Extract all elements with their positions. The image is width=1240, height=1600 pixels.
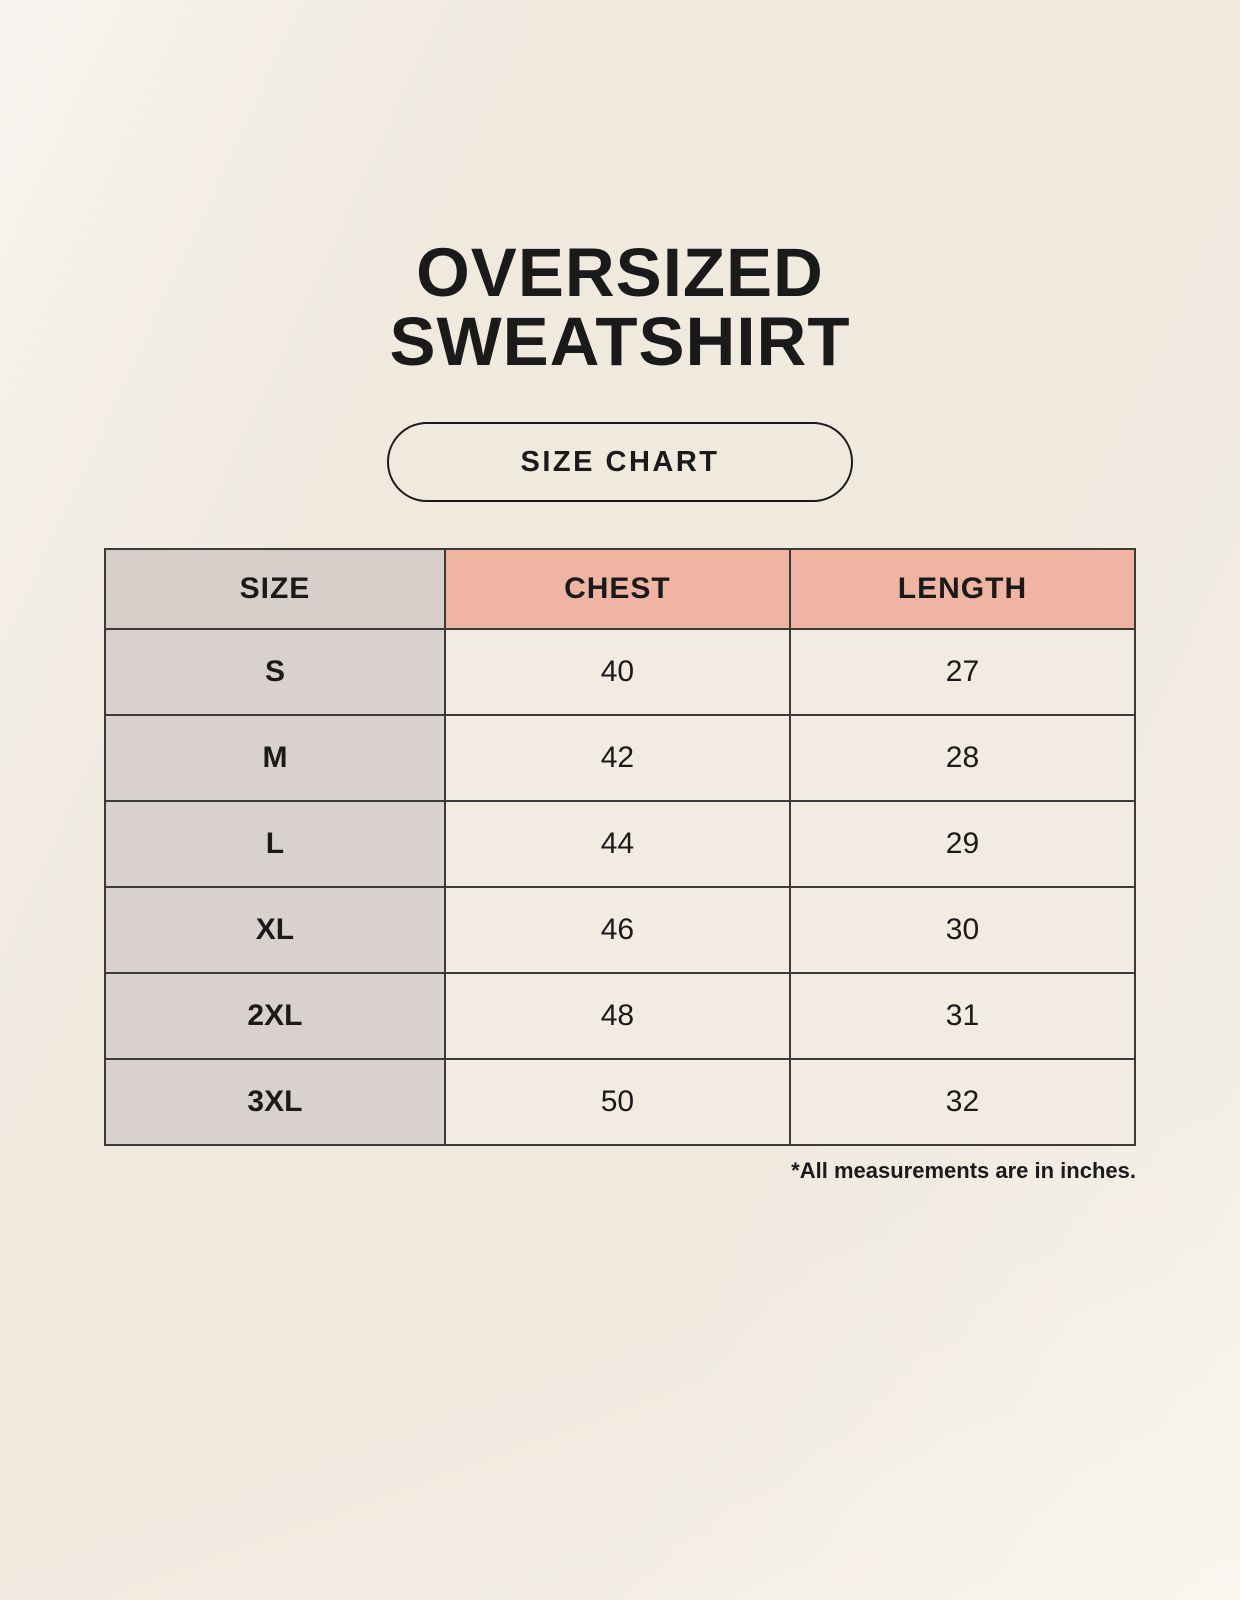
chest-cell: 50 xyxy=(443,1058,791,1146)
chest-cell: 42 xyxy=(443,714,791,802)
length-cell: 29 xyxy=(788,800,1137,888)
size-chart-table-container: SIZE CHEST LENGTH S 40 27 M 42 28 L xyxy=(104,548,1137,1146)
measurements-footnote: *All measurements are in inches. xyxy=(791,1158,1136,1183)
size-chart-badge: SIZE CHART xyxy=(387,422,853,502)
col-header-size: SIZE xyxy=(104,548,446,630)
table-row: 2XL 48 31 xyxy=(104,972,1137,1060)
length-cell: 27 xyxy=(788,628,1137,716)
size-chart-table: SIZE CHEST LENGTH S 40 27 M 42 28 L xyxy=(104,548,1137,1146)
page-title: OVERSIZED SWEATSHIRT xyxy=(0,238,1240,376)
length-cell: 31 xyxy=(788,972,1137,1060)
table-row: S 40 27 xyxy=(104,628,1137,716)
length-cell: 30 xyxy=(788,886,1137,974)
table-row: L 44 29 xyxy=(104,800,1137,888)
chest-cell: 48 xyxy=(443,972,791,1060)
chest-cell: 46 xyxy=(443,886,791,974)
size-cell: XL xyxy=(104,886,446,974)
col-header-chest: CHEST xyxy=(443,548,791,630)
size-cell: S xyxy=(104,628,446,716)
size-cell: 2XL xyxy=(104,972,446,1060)
chest-cell: 44 xyxy=(443,800,791,888)
header-row: SIZE CHEST LENGTH xyxy=(104,548,1137,630)
size-chart-badge-label: SIZE CHART xyxy=(520,445,720,478)
table-row: XL 46 30 xyxy=(104,886,1137,974)
size-cell: L xyxy=(104,800,446,888)
page-title-line2: SWEATSHIRT xyxy=(389,303,851,380)
size-cell: M xyxy=(104,714,446,802)
table-row: M 42 28 xyxy=(104,714,1137,802)
chest-cell: 40 xyxy=(443,628,791,716)
page-title-line1: OVERSIZED xyxy=(416,234,824,311)
col-header-length: LENGTH xyxy=(788,548,1137,630)
size-cell: 3XL xyxy=(104,1058,446,1146)
table-row: 3XL 50 32 xyxy=(104,1058,1137,1146)
length-cell: 28 xyxy=(788,714,1137,802)
length-cell: 32 xyxy=(788,1058,1137,1146)
